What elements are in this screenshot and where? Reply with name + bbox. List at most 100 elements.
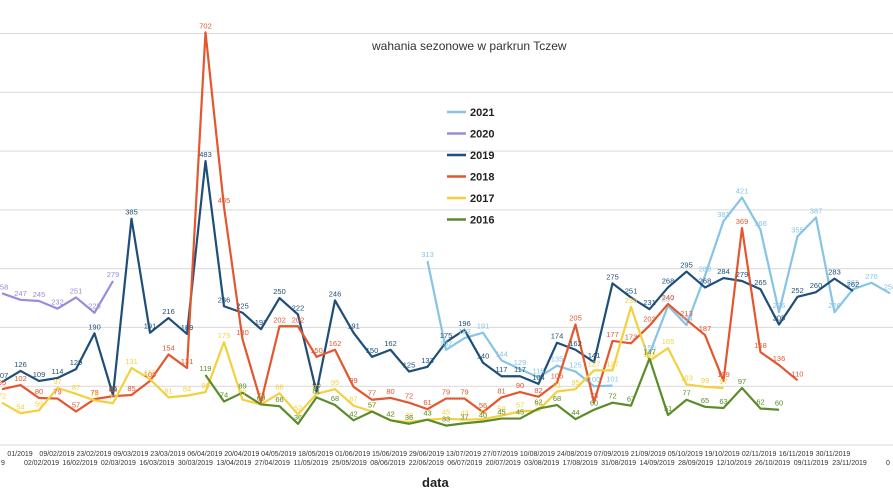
x-tick-label: 09/02/2019 (39, 451, 74, 458)
data-label: 268 (662, 276, 675, 285)
x-tick-label: 15/06/2019 (372, 451, 407, 458)
data-label: 88 (275, 382, 283, 391)
data-label: 191 (477, 322, 490, 331)
x-tick-label: 02/03/2019 (101, 460, 136, 467)
data-label: 51 (664, 404, 672, 413)
data-label: 126 (14, 360, 27, 369)
legend: 2021 2020 2019 2018 2017 2016 (447, 107, 494, 227)
data-label: 162 (440, 339, 453, 348)
x-tick-label: 16/02/2019 (62, 460, 97, 467)
data-label: 117 (514, 365, 526, 374)
data-label: 42 (349, 409, 357, 418)
data-label: 36 (294, 413, 302, 422)
x-tick-label: 16/11/2019 (779, 451, 814, 458)
x-tick-label: 03/08/2019 (524, 460, 559, 467)
x-tick-label: 01/06/2019 (335, 451, 370, 458)
data-label: 90 (201, 381, 209, 390)
data-label: 387 (810, 207, 823, 216)
x-tick-label: 17/08/2019 (563, 460, 598, 467)
data-label: 82 (534, 386, 542, 395)
data-label: 235 (625, 296, 638, 305)
data-label: 91 (553, 381, 561, 390)
legend-label: 2020 (470, 129, 494, 141)
data-label: 60 (590, 399, 598, 408)
data-label: 66 (275, 395, 283, 404)
data-label: 226 (773, 301, 786, 310)
data-label: 155 (643, 343, 656, 352)
data-label: 57 (72, 400, 80, 409)
x-tick-label: 16/03/2019 (139, 460, 174, 467)
data-label: 381 (717, 210, 730, 219)
data-label: 117 (496, 365, 508, 374)
data-label: 405 (218, 196, 231, 205)
data-label: 79 (460, 388, 468, 397)
x-tick-label: 23/11/2019 (832, 460, 867, 467)
data-label: 52 (294, 403, 302, 412)
data-label: 81 (312, 386, 320, 395)
data-label: 76 (90, 389, 98, 398)
data-label: 110 (792, 369, 804, 378)
data-label: 225 (236, 302, 249, 311)
data-label: 44 (571, 408, 579, 417)
x-tick-label: 18/05/2019 (298, 451, 333, 458)
data-label: 45 (442, 408, 450, 417)
data-label: 65 (701, 396, 709, 405)
data-label: 251 (625, 286, 638, 295)
data-label: 141 (588, 351, 601, 360)
data-label: 127 (606, 359, 619, 368)
data-label: 97 (719, 377, 727, 386)
data-label: 69 (257, 393, 265, 402)
series-line-2021 (648, 196, 891, 355)
x-axis-label: data (422, 475, 450, 490)
series-line-2016 (204, 357, 780, 427)
data-label: 54 (16, 402, 24, 411)
data-label: 60 (775, 399, 783, 408)
x-tick-label: 05/10/2019 (668, 451, 703, 458)
data-label: 313 (421, 250, 434, 259)
x-tick-label: 31/08/2019 (601, 460, 636, 467)
data-label: 63 (719, 397, 727, 406)
data-label: 135 (551, 355, 564, 364)
data-label: 150 (310, 346, 323, 355)
data-label: 265 (847, 278, 860, 287)
data-label: 37 (460, 412, 468, 421)
x-tick-label: 01/2019 (7, 451, 32, 458)
data-label: 131 (125, 357, 138, 366)
data-label: 90 (516, 381, 524, 390)
data-label: 421 (736, 187, 749, 196)
data-label: 133 (421, 356, 434, 365)
data-label: 295 (680, 261, 693, 270)
data-label: 150 (366, 346, 379, 355)
data-label: 276 (865, 272, 878, 281)
legend-label: 2021 (470, 107, 494, 119)
series-line-2019 (1, 159, 854, 397)
data-label: 79 (442, 388, 450, 397)
data-label: 284 (717, 267, 730, 276)
data-label: 50 (497, 405, 505, 414)
data-label: 237 (662, 295, 675, 304)
data-label: 162 (384, 339, 397, 348)
data-label: 56 (479, 401, 487, 410)
data-label: 154 (162, 343, 175, 352)
series-lines (1, 31, 891, 427)
legend-label: 2019 (470, 150, 494, 162)
x-tick-label: 13/04/2019 (216, 460, 251, 467)
data-label: 279 (736, 270, 749, 279)
data-label: 59 (534, 399, 542, 408)
data-label: 99 (349, 376, 357, 385)
data-label: 162 (329, 339, 342, 348)
data-label: 187 (699, 324, 712, 333)
data-label: 144 (495, 349, 508, 358)
data-label: 71 (109, 392, 117, 401)
data-label: 173 (625, 332, 638, 341)
data-label: 42 (386, 409, 394, 418)
data-label: 45 (497, 408, 505, 417)
data-label: 109 (33, 370, 46, 379)
data-label: 119 (200, 364, 212, 373)
data-label: 61 (423, 398, 431, 407)
data-label: 260 (810, 281, 823, 290)
x-tick-label: 14/09/2019 (640, 460, 675, 467)
data-label: 213 (680, 309, 693, 318)
